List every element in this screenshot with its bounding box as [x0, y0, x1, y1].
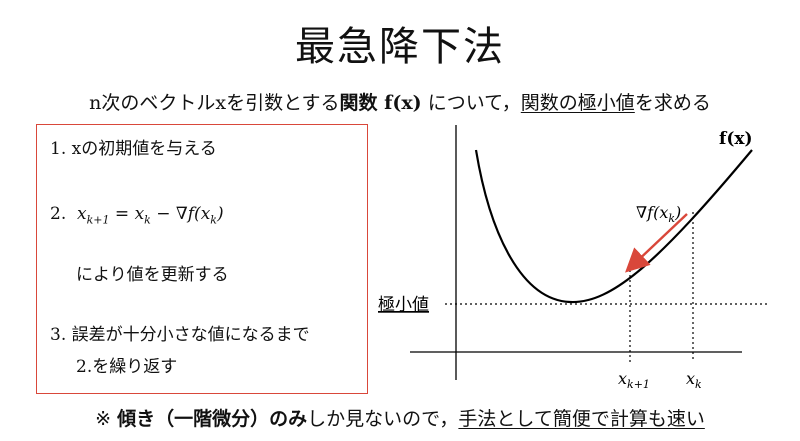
footer-prefix: ※ [95, 408, 112, 430]
step-2-number: 2. [50, 204, 67, 224]
step-1: 1. xの初期値を与える [50, 139, 217, 159]
minimum-label: 極小値 [378, 295, 429, 315]
subtitle-part2: について， [421, 92, 521, 114]
gradient-label: ∇f(xk) [636, 203, 681, 225]
footer-middle: しか見ないので， [307, 408, 459, 430]
footer-underlined: 手法として簡便で計算も速い [458, 408, 705, 430]
subtitle-part1: n次のベクトルxを引数とする [89, 92, 340, 114]
gradient-arrow [625, 213, 688, 273]
page-title: 最急降下法 [295, 24, 505, 70]
step-3: 3. 誤差が十分小さな値になるまで [50, 325, 310, 345]
subtitle-function: 関数 f(x) [339, 92, 422, 114]
step-2: 2. xk+1 = xk − ∇f(xk) [50, 204, 224, 226]
xk1-label: xk+1 [618, 369, 650, 391]
xk-label: xk [686, 369, 702, 391]
curve-label: f(x) [719, 129, 753, 149]
subtitle-part3: を求める [634, 92, 711, 114]
footer-bold: 傾き（一階微分）のみ [117, 408, 308, 430]
footer-note: ※ 傾き（一階微分）のみしか見ないので，手法として簡便で計算も速い [0, 404, 800, 431]
subtitle-local-minimum: 関数の極小値 [520, 92, 635, 114]
step-2-text: により値を更新する [76, 265, 229, 285]
step-3-continuation: 2.を繰り返す [76, 357, 178, 377]
update-formula: xk+1 = xk − ∇f(xk) [71, 204, 224, 227]
subtitle: n次のベクトルxを引数とする関数 f(x) について，関数の極小値を求める [0, 88, 800, 115]
algorithm-steps-box [36, 124, 368, 394]
function-curve [474, 149, 753, 304]
